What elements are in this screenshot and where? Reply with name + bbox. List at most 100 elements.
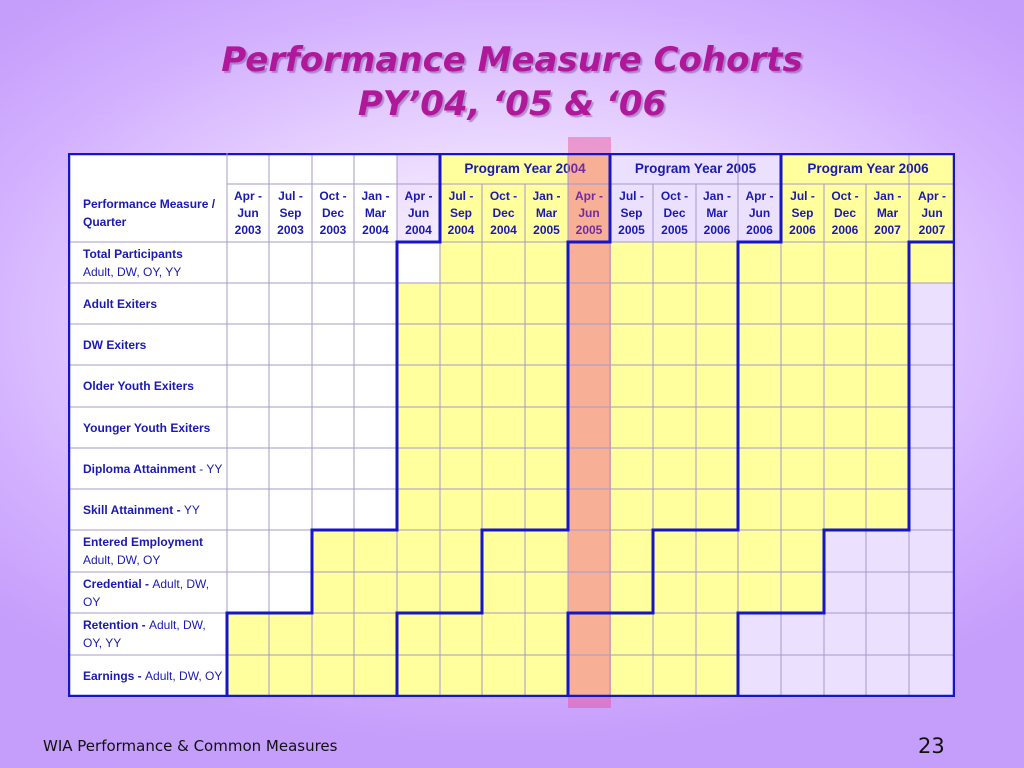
quarter-header-text: Oct - Dec 2003 — [319, 188, 346, 239]
quarter-header-line: Jan - — [361, 188, 390, 203]
table-cell — [824, 530, 866, 572]
quarter-header-text: Apr - Jun 2003 — [234, 188, 262, 239]
table-cell — [269, 283, 312, 324]
page-number: 23 — [918, 734, 945, 758]
table-cell — [354, 655, 397, 697]
table-cell — [653, 530, 696, 572]
quarter-header-line: 2006 — [746, 222, 773, 237]
table-cell — [312, 613, 354, 655]
quarter-header-text: Oct - Dec 2005 — [661, 188, 688, 239]
table-cell — [525, 448, 568, 489]
quarter-header: Apr - Jun 2004 — [397, 184, 440, 242]
quarter-header-line: 2006 — [831, 222, 859, 237]
table-row-label: Retention - Adult, DW, OY, YY — [68, 613, 227, 655]
table-cell — [440, 655, 482, 697]
quarter-header-line: Sep — [279, 205, 302, 220]
table-cell — [397, 407, 440, 448]
table-cell — [440, 407, 482, 448]
table-row-label: Total Participants Adult, DW, OY, YY — [68, 242, 227, 283]
table-row-label: Adult Exiters — [68, 283, 227, 324]
table-cell — [909, 448, 955, 489]
table-cell — [440, 242, 482, 283]
table-cell — [653, 283, 696, 324]
table-cell — [738, 530, 781, 572]
table-cell — [312, 324, 354, 365]
table-cell — [568, 489, 610, 530]
title-line-1: Performance Measure Cohorts — [221, 40, 803, 80]
table-cell — [824, 448, 866, 489]
table-cell — [909, 324, 955, 365]
footer-text: WIA Performance & Common Measures — [43, 737, 338, 755]
quarter-header-line: 2004 — [447, 222, 475, 237]
quarter-header: Apr - Jun 2005 — [568, 184, 610, 242]
table-cell — [653, 365, 696, 407]
table-cell — [354, 365, 397, 407]
table-cell — [397, 530, 440, 572]
table-cell — [482, 448, 525, 489]
quarter-header-line: Apr - — [575, 188, 603, 203]
table-cell — [440, 448, 482, 489]
table-cell — [482, 365, 525, 407]
program-year-label-3: Program Year 2006 — [807, 161, 929, 176]
quarter-header-line: 2004 — [405, 222, 432, 237]
row-label-line: Adult Exiters — [83, 295, 227, 313]
quarter-header-line: Jun — [237, 205, 259, 220]
table-row-label: Younger Youth Exiters — [68, 407, 227, 448]
table-cell — [909, 407, 955, 448]
quarter-header-line: 2003 — [319, 222, 347, 237]
table-cell — [866, 324, 909, 365]
quarter-header-text: Apr - Jun 2006 — [746, 188, 774, 239]
table-cell — [397, 365, 440, 407]
quarter-header-line: Dec — [492, 205, 515, 220]
table-cell — [269, 489, 312, 530]
quarter-header-line: Jun — [407, 205, 430, 220]
table-cell — [269, 613, 312, 655]
table-row-label: Skill Attainment - YY — [68, 489, 227, 530]
table-cell — [653, 324, 696, 365]
quarter-header-line: Jul - — [790, 188, 815, 203]
table-cell — [354, 283, 397, 324]
table-cell — [568, 407, 610, 448]
table-cell — [909, 283, 955, 324]
table-cell — [227, 365, 269, 407]
quarter-header-text: Jul - Sep 2004 — [448, 188, 475, 239]
table-cell — [610, 407, 653, 448]
quarter-header-line: Oct - — [660, 188, 689, 203]
quarter-header-line: Oct - — [831, 188, 859, 203]
cohort-grid: Performance Measure / Quarter Program Yea… — [68, 153, 955, 697]
table-cell — [696, 530, 738, 572]
table-cell — [909, 530, 955, 572]
table-cell — [568, 530, 610, 572]
table-cell — [482, 283, 525, 324]
quarter-header-text: Jul - Sep 2003 — [277, 188, 304, 239]
quarter-header-line: Dec — [833, 205, 856, 220]
table-cell — [866, 242, 909, 283]
table-cell — [866, 365, 909, 407]
table-cell — [696, 489, 738, 530]
quarter-header-text: Apr - Jun 2004 — [405, 188, 433, 239]
table-cell — [653, 613, 696, 655]
table-cell — [227, 572, 269, 613]
table-cell — [482, 242, 525, 283]
table-cell — [610, 613, 653, 655]
table-cell — [653, 407, 696, 448]
table-cell — [440, 489, 482, 530]
table-cell — [269, 448, 312, 489]
table-cell — [482, 655, 525, 697]
quarter-header-line: 2005 — [533, 222, 560, 237]
table-cell — [909, 655, 955, 697]
quarter-header-line: 2007 — [918, 222, 946, 237]
table-cell — [227, 407, 269, 448]
table-cell — [482, 530, 525, 572]
table-cell — [696, 324, 738, 365]
table-cell — [738, 242, 781, 283]
quarter-header: Oct - Dec 2004 — [482, 184, 525, 242]
table-cell — [227, 530, 269, 572]
table-cell — [354, 489, 397, 530]
quarter-header-line: Jul - — [448, 188, 474, 203]
table-cell — [227, 242, 269, 283]
table-cell — [696, 655, 738, 697]
table-cell — [525, 489, 568, 530]
table-cell — [781, 655, 824, 697]
table-cell — [781, 324, 824, 365]
